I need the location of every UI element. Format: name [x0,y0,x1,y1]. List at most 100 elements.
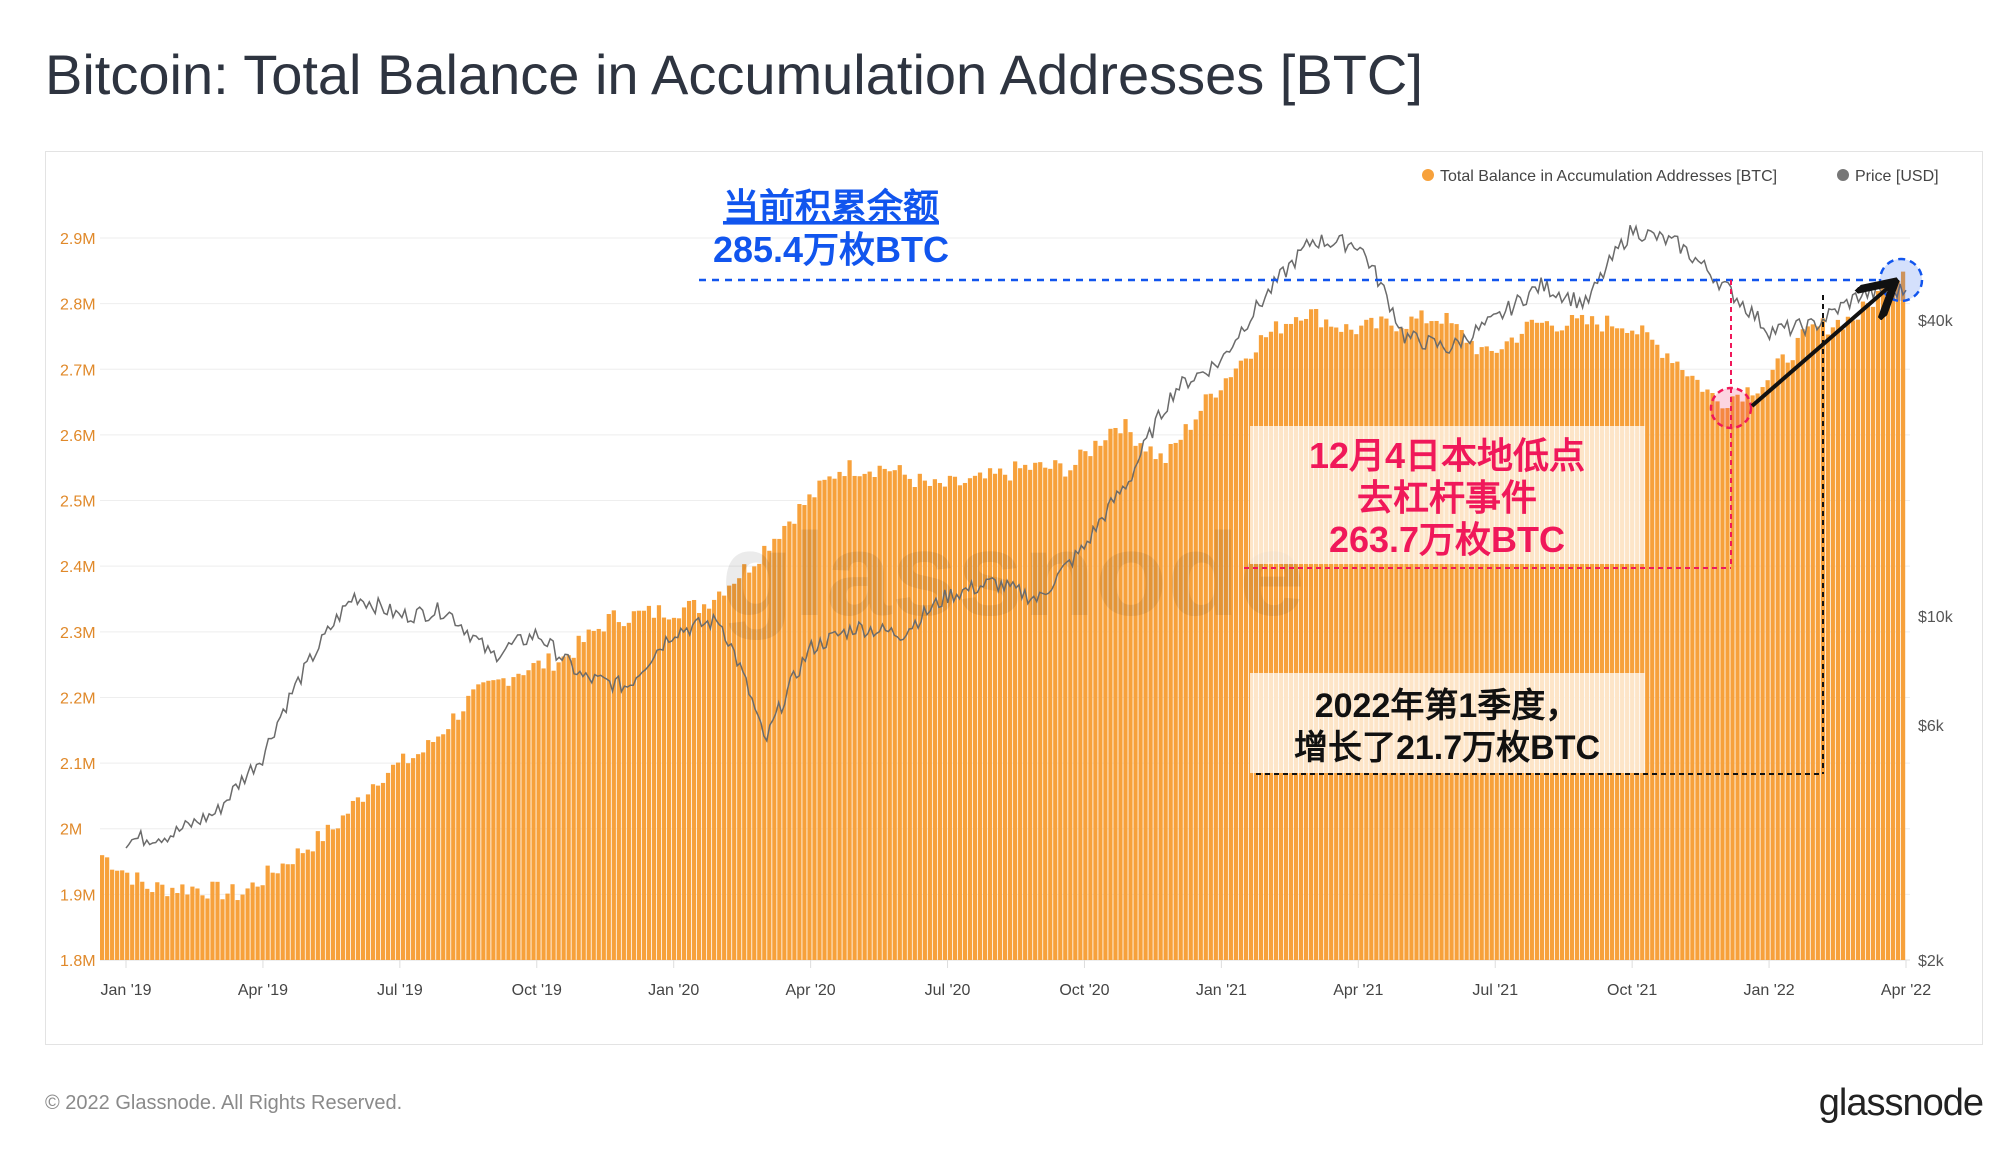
balance-bar [305,849,310,960]
balance-bar [536,660,541,960]
balance-bar [1605,315,1610,961]
balance-bar [867,471,872,960]
balance-bar [1018,468,1023,960]
balance-bar [952,476,958,960]
x-tick-label: Oct '21 [1607,982,1657,999]
balance-bar [1213,397,1218,961]
balance-bar [887,471,892,960]
balance-bar [105,857,110,960]
balance-bar [1599,331,1605,960]
balance-bar [767,550,772,960]
balance-bar [1003,474,1008,960]
x-tick-label: Apr '19 [238,982,288,999]
legend-price[interactable]: Price [USD] [1855,168,1939,185]
balance-bar [727,585,732,960]
balance-bar [1620,328,1625,960]
balance-bar [130,884,135,960]
balance-bar [1168,443,1173,960]
balance-bar [516,673,521,960]
balance-bar [245,888,250,960]
balance-bar [1138,443,1143,960]
balance-bar [752,566,757,960]
balance-bar [611,610,616,960]
balance-bar [566,655,571,960]
balance-bar [1188,429,1193,960]
balance-bar [1509,337,1514,960]
y-right-tick: $40k [1918,313,1954,330]
balance-bar [1725,408,1730,960]
y-right-tick: $10k [1918,609,1954,626]
balance-bar [175,893,180,960]
legend-balance[interactable]: Total Balance in Accumulation Addresses … [1440,168,1777,185]
balance-bar [822,479,827,960]
y-left-tick: 2.6M [60,428,96,445]
glassnode-logo[interactable]: glassnode [1818,1082,1984,1124]
current-value: 285.4万枚BTC [713,229,949,270]
balance-bar [230,884,235,960]
balance-bar [1660,357,1665,960]
balance-bar [696,613,702,960]
balance-bar [787,521,792,960]
balance-bar [1690,375,1695,960]
balance-bar [1288,323,1294,960]
balance-bar [1875,290,1881,960]
balance-bar [671,617,677,960]
balance-bar [1268,331,1274,961]
balance-bar [1374,328,1379,960]
balance-bar [917,473,922,960]
balance-bar [1685,376,1690,961]
balance-bar [426,740,431,960]
balance-bar [1143,451,1148,960]
balance-bar [1880,285,1886,960]
balance-bar [947,475,953,960]
balance-bar [1449,323,1454,960]
balance-bar [285,864,290,960]
balance-bar [807,494,812,960]
balance-bar [1845,316,1851,960]
page-title: Bitcoin: Total Balance in Accumulation A… [45,43,1423,106]
balance-bar [742,564,747,960]
balance-bar [1203,394,1208,961]
balance-bar [385,772,391,960]
balance-bar [626,622,631,960]
balance-bar [1670,363,1675,960]
balance-bar [707,608,712,960]
balance-bar [1173,442,1178,961]
balance-bar [180,884,185,960]
balance-bar [140,881,145,960]
x-tick-label: Jan '20 [648,982,699,999]
balance-bar [235,900,240,960]
balance-bar [1399,328,1404,960]
balance-bar [1810,324,1815,960]
balance-bar [1539,322,1544,960]
balance-bar [1775,358,1780,960]
balance-bar [987,468,993,960]
balance-bar [1324,319,1329,960]
balance-bar [185,894,190,960]
y-right-tick: $6k [1918,718,1945,735]
balance-bar [370,784,376,960]
balance-bar [290,864,295,960]
balance-bar [772,538,777,960]
quarter-label-2: 增长了21.7万枚BTC [1294,729,1600,767]
balance-bar [977,472,983,960]
balance-bar [656,605,662,960]
balance-bar [200,895,205,960]
balance-bar [1359,325,1364,960]
balance-bar [1610,326,1615,961]
balance-bar [1073,464,1078,960]
balance-bar [1053,460,1058,960]
balance-bar [1800,329,1805,960]
balance-bar [882,468,887,960]
balance-bar [897,465,902,960]
balance-bar [661,617,667,960]
balance-bar [1795,337,1800,960]
balance-bar [1434,320,1439,961]
balance-bar [591,630,596,960]
balance-bar [927,485,932,960]
price-line [125,223,1907,849]
balance-bar [1484,346,1489,961]
balance-bar [210,881,215,960]
balance-bar [1615,328,1620,961]
balance-bar [1103,440,1108,960]
